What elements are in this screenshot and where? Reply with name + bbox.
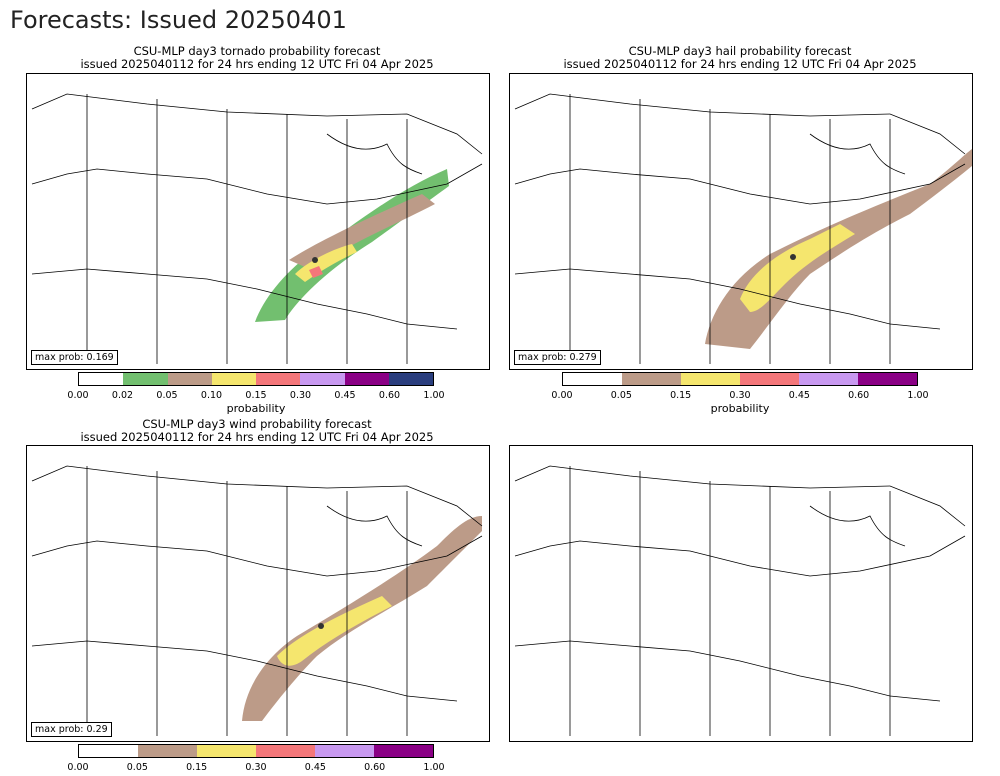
hail-basemap: [514, 93, 966, 364]
hail-colorbar-segment: [563, 373, 622, 385]
wind-colorbar-tick: 0.60: [364, 762, 386, 773]
tornado-colorbar-tick: 0.05: [156, 390, 178, 401]
page-title: Forecasts: Issued 20250401: [10, 6, 347, 34]
tornado-colorbar-segment: [211, 373, 256, 385]
tornado-colorbar-segment: [300, 373, 345, 385]
wind-colorbar-tick: 0.30: [245, 762, 267, 773]
hail-colorbar-tick: 0.05: [610, 390, 632, 401]
tornado-contour-005: [289, 194, 435, 270]
tornado-map-svg: [31, 93, 483, 364]
hail-prob-contours: [705, 149, 972, 349]
hail-title-line1: CSU-MLP day3 hail probability forecast: [628, 44, 852, 58]
tornado-colorbar: [78, 372, 434, 386]
wind-colorbar-ticks: 0.00 0.05 0.15 0.30 0.45 0.60 1.00: [67, 762, 444, 774]
tornado-map[interactable]: max prob: 0.169: [26, 73, 490, 370]
wind-colorbar-tick: 0.05: [126, 762, 148, 773]
hail-colorbar-tick: 0.30: [729, 390, 751, 401]
tornado-colorbar-segment: [123, 373, 168, 385]
tornado-colorbar-tick: 0.00: [67, 390, 89, 401]
tornado-colorbar-tick: 0.15: [245, 390, 267, 401]
hail-title-line2: issued 2025040112 for 24 hrs ending 12 U…: [563, 57, 917, 71]
wind-contour-015: [277, 596, 392, 666]
hail-colorbar-tick: 0.00: [551, 390, 573, 401]
hail-map-svg: [514, 93, 972, 364]
tornado-max-location: [312, 257, 318, 263]
wind-panel-title: CSU-MLP day3 wind probability forecast i…: [27, 418, 487, 444]
tornado-colorbar-label: probability: [226, 402, 286, 415]
hail-max-prob-label: max prob: 0.279: [514, 350, 601, 365]
wind-colorbar-segment: [374, 745, 433, 757]
hail-colorbar-tick: 0.45: [788, 390, 810, 401]
wind-colorbar: [78, 744, 434, 758]
wind-basemap: [31, 465, 483, 736]
hail-max-location: [790, 254, 796, 260]
hail-colorbar-label: probability: [710, 402, 770, 415]
wind-colorbar-tick: 1.00: [423, 762, 445, 773]
wind-colorbar-segment: [79, 745, 138, 757]
wind-colorbar-segment: [315, 745, 374, 757]
tornado-colorbar-segment: [256, 373, 301, 385]
wind-colorbar-tick: 0.00: [67, 762, 89, 773]
hail-colorbar-tick: 0.60: [848, 390, 870, 401]
wind-title-line1: CSU-MLP day3 wind probability forecast: [142, 417, 372, 431]
hail-colorbar-segment: [858, 373, 917, 385]
hail-colorbar-segment: [740, 373, 799, 385]
tornado-colorbar-segment: [344, 373, 389, 385]
wind-max-location: [318, 623, 324, 629]
wind-colorbar-segment: [197, 745, 256, 757]
tornado-colorbar-ticks: 0.00 0.02 0.05 0.10 0.15 0.30 0.45 0.60 1.00: [67, 390, 444, 402]
tornado-colorbar-tick: 0.60: [378, 390, 401, 401]
tornado-colorbar-segment: [79, 373, 124, 385]
tornado-title-line1: CSU-MLP day3 tornado probability forecas…: [133, 44, 381, 58]
tornado-colorbar-segment: [167, 373, 212, 385]
tornado-max-prob-label: max prob: 0.169: [31, 350, 118, 365]
hail-contour-015: [740, 224, 855, 312]
wind-colorbar-segment: [138, 745, 197, 757]
hail-colorbar-tick: 0.15: [670, 390, 692, 401]
tornado-colorbar-tick: 0.02: [111, 390, 134, 401]
hail-panel-title: CSU-MLP day3 hail probability forecast i…: [510, 45, 970, 71]
tornado-panel-title: CSU-MLP day3 tornado probability forecas…: [27, 45, 487, 71]
wind-max-prob-label: max prob: 0.29: [31, 722, 112, 737]
wind-colorbar-tick: 0.45: [304, 762, 326, 773]
tornado-prob-contours: [255, 169, 449, 322]
hail-colorbar-segment: [799, 373, 858, 385]
wind-map[interactable]: max prob: 0.29: [26, 445, 490, 742]
wind-prob-contours: [242, 516, 482, 721]
hail-colorbar-ticks: 0.00 0.05 0.15 0.30 0.45 0.60 1.00: [551, 390, 928, 402]
empty-basemap: [514, 465, 966, 736]
hail-colorbar: [562, 372, 918, 386]
tornado-title-line2: issued 2025040112 for 24 hrs ending 12 U…: [80, 57, 434, 71]
wind-colorbar-tick: 0.15: [186, 762, 208, 773]
tornado-basemap: [31, 93, 483, 364]
hail-map[interactable]: max prob: 0.279: [509, 73, 973, 370]
hail-colorbar-segment: [622, 373, 681, 385]
wind-title-line2: issued 2025040112 for 24 hrs ending 12 U…: [80, 430, 434, 444]
wind-colorbar-segment: [256, 745, 315, 757]
tornado-contour-015: [309, 266, 323, 278]
empty-map-svg: [514, 465, 966, 736]
tornado-colorbar-tick: 1.00: [423, 390, 445, 401]
tornado-colorbar-tick: 0.30: [289, 390, 312, 401]
tornado-colorbar-tick: 0.10: [200, 390, 223, 401]
wind-map-svg: [31, 465, 483, 736]
tornado-colorbar-segment: [388, 373, 433, 385]
empty-map: [509, 445, 973, 742]
tornado-colorbar-tick: 0.45: [334, 390, 356, 401]
hail-colorbar-tick: 1.00: [907, 390, 929, 401]
hail-contour-005: [705, 149, 972, 349]
hail-colorbar-segment: [681, 373, 740, 385]
